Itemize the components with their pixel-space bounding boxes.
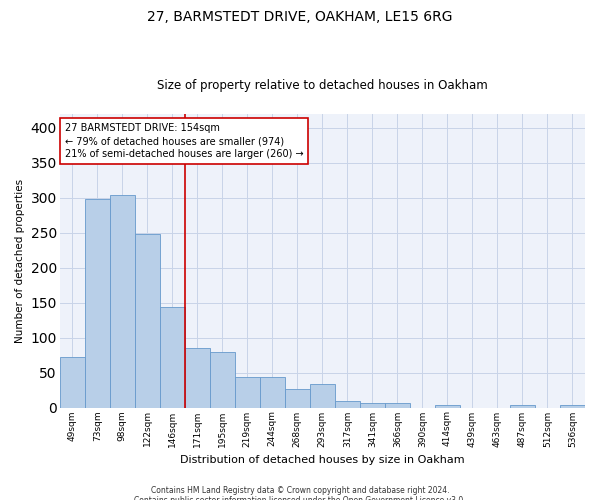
Y-axis label: Number of detached properties: Number of detached properties [15, 178, 25, 343]
Bar [360, 404, 385, 407]
Bar [560, 406, 585, 407]
X-axis label: Distribution of detached houses by size in Oakham: Distribution of detached houses by size … [180, 455, 464, 465]
Bar [160, 307, 185, 408]
Bar [185, 348, 210, 408]
Bar [85, 198, 110, 408]
Bar [310, 384, 335, 407]
Bar [435, 406, 460, 407]
Title: Size of property relative to detached houses in Oakham: Size of property relative to detached ho… [157, 79, 488, 92]
Bar [385, 404, 410, 407]
Bar [235, 377, 260, 408]
Text: 27 BARMSTEDT DRIVE: 154sqm
← 79% of detached houses are smaller (974)
21% of sem: 27 BARMSTEDT DRIVE: 154sqm ← 79% of deta… [65, 123, 304, 159]
Bar [510, 406, 535, 407]
Bar [285, 390, 310, 407]
Bar [110, 195, 135, 408]
Bar [135, 234, 160, 408]
Bar [210, 352, 235, 408]
Bar [260, 377, 285, 408]
Text: 27, BARMSTEDT DRIVE, OAKHAM, LE15 6RG: 27, BARMSTEDT DRIVE, OAKHAM, LE15 6RG [147, 10, 453, 24]
Text: Contains public sector information licensed under the Open Government Licence v3: Contains public sector information licen… [134, 496, 466, 500]
Bar [335, 400, 360, 407]
Bar [60, 357, 85, 408]
Text: Contains HM Land Registry data © Crown copyright and database right 2024.: Contains HM Land Registry data © Crown c… [151, 486, 449, 495]
